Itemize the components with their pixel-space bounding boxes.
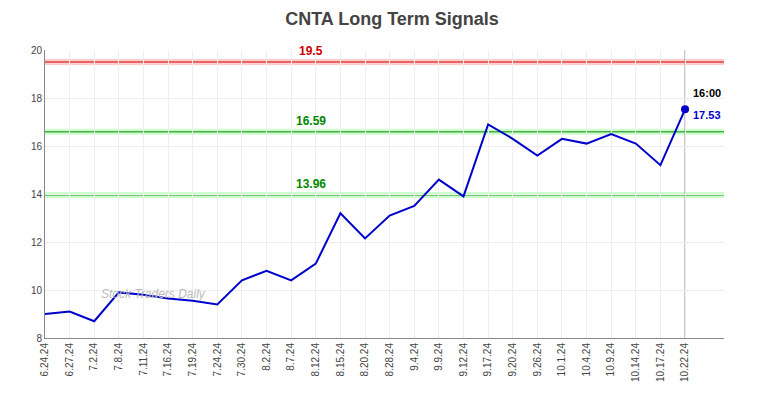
svg-text:8: 8 xyxy=(36,333,42,344)
svg-text:9.12.24: 9.12.24 xyxy=(458,343,469,377)
svg-text:18: 18 xyxy=(31,93,43,104)
svg-text:10.9.24: 10.9.24 xyxy=(605,343,616,377)
svg-text:10.17.24: 10.17.24 xyxy=(655,343,666,382)
svg-text:16.59: 16.59 xyxy=(296,114,326,128)
svg-text:7.19.24: 7.19.24 xyxy=(187,343,198,377)
svg-text:10: 10 xyxy=(31,285,43,296)
svg-text:8.12.24: 8.12.24 xyxy=(310,343,321,377)
svg-text:7.8.24: 7.8.24 xyxy=(113,343,124,371)
svg-text:9.17.24: 9.17.24 xyxy=(482,343,493,377)
svg-text:10.4.24: 10.4.24 xyxy=(581,343,592,377)
svg-text:9.26.24: 9.26.24 xyxy=(532,343,543,377)
svg-text:6.24.24: 6.24.24 xyxy=(39,343,50,377)
svg-text:16: 16 xyxy=(31,141,43,152)
svg-text:8.7.24: 8.7.24 xyxy=(285,343,296,371)
svg-text:6.27.24: 6.27.24 xyxy=(64,343,75,377)
svg-text:10.1.24: 10.1.24 xyxy=(556,343,567,377)
svg-text:9.9.24: 9.9.24 xyxy=(433,343,444,371)
svg-text:7.24.24: 7.24.24 xyxy=(212,343,223,377)
svg-text:7.30.24: 7.30.24 xyxy=(236,343,247,377)
svg-text:7.2.24: 7.2.24 xyxy=(88,343,99,371)
svg-text:7.11.24: 7.11.24 xyxy=(138,343,149,376)
svg-text:10.14.24: 10.14.24 xyxy=(630,343,641,382)
svg-text:16:00: 16:00 xyxy=(693,87,721,99)
svg-text:20: 20 xyxy=(31,45,43,56)
svg-text:Stock Traders Daily: Stock Traders Daily xyxy=(101,287,206,301)
svg-text:13.96: 13.96 xyxy=(296,177,326,191)
svg-text:7.16.24: 7.16.24 xyxy=(162,343,173,377)
svg-text:8.2.24: 8.2.24 xyxy=(261,343,272,371)
svg-text:9.4.24: 9.4.24 xyxy=(409,343,420,371)
svg-text:9.20.24: 9.20.24 xyxy=(507,343,518,377)
svg-text:8.20.24: 8.20.24 xyxy=(359,343,370,377)
svg-text:19.5: 19.5 xyxy=(299,44,323,58)
svg-text:17.53: 17.53 xyxy=(693,109,721,121)
svg-text:CNTA Long Term Signals: CNTA Long Term Signals xyxy=(285,9,499,29)
svg-text:12: 12 xyxy=(31,237,43,248)
svg-text:14: 14 xyxy=(31,189,43,200)
svg-text:10.22.24: 10.22.24 xyxy=(679,343,690,382)
svg-text:8.15.24: 8.15.24 xyxy=(335,343,346,377)
svg-text:8.28.24: 8.28.24 xyxy=(384,343,395,377)
